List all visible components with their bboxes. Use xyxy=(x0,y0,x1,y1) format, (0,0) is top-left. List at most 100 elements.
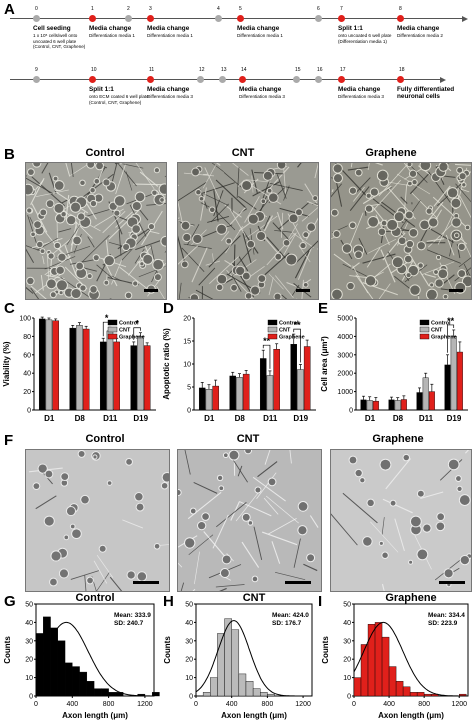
scale-bar xyxy=(439,581,465,584)
timeline-marker xyxy=(239,76,246,83)
neurite xyxy=(342,492,378,524)
neurite xyxy=(219,587,227,591)
timeline-step-detail: Differentiation media 1 xyxy=(89,33,135,38)
cell-body xyxy=(80,180,85,186)
bar xyxy=(297,369,304,411)
neurite xyxy=(58,228,72,233)
cell-body xyxy=(154,274,161,281)
neurite xyxy=(274,230,293,233)
neurite xyxy=(226,269,255,299)
bar xyxy=(113,341,120,411)
cell-body xyxy=(136,503,144,511)
cell-body xyxy=(366,193,371,198)
legend-swatch xyxy=(107,333,118,340)
cell-body xyxy=(459,173,466,180)
neurite xyxy=(111,275,122,282)
cell-body xyxy=(50,578,57,586)
neurite xyxy=(134,248,145,264)
histogram-bin xyxy=(245,681,254,697)
y-axis-label: Viability (%) xyxy=(2,341,11,387)
cell-body xyxy=(80,285,86,291)
neurite xyxy=(178,181,207,202)
cell-body xyxy=(380,459,391,470)
cell-body xyxy=(198,521,206,530)
cell-body xyxy=(407,163,412,167)
timeline-step-title: Split 1:1 xyxy=(338,25,363,32)
sd-label: SD: 176.7 xyxy=(272,620,302,627)
bar xyxy=(82,328,90,411)
cell-body xyxy=(408,181,412,186)
neurite xyxy=(203,531,228,560)
timeline-step-title: Media change xyxy=(89,25,132,32)
cell-body xyxy=(363,537,372,546)
timeline-marker xyxy=(315,15,322,22)
neurite xyxy=(105,239,109,257)
cell-body xyxy=(459,495,470,505)
timeline-day-label: 6 xyxy=(317,6,320,12)
timeline-step-detail: onto uncoated 6 well plate (Differentiat… xyxy=(338,33,392,44)
cell-body xyxy=(403,454,409,461)
cell-body xyxy=(77,213,85,220)
histogram-bin xyxy=(395,681,404,697)
cell-body xyxy=(103,179,110,186)
mean-label: Mean: 334.4 xyxy=(428,612,465,619)
timeline-marker xyxy=(147,76,154,83)
neurite xyxy=(238,256,249,272)
cell-body xyxy=(183,233,191,242)
cell-body xyxy=(45,470,53,478)
neurite xyxy=(370,521,399,553)
cell-body xyxy=(417,549,428,560)
y-tick-label: 10 xyxy=(183,362,191,369)
timeline-step-title: Media change xyxy=(237,25,280,32)
x-tick-label: 400 xyxy=(66,701,78,708)
histogram-bin xyxy=(402,686,411,697)
histogram-bin xyxy=(231,629,240,697)
cell-body xyxy=(154,544,160,549)
cell-body xyxy=(87,577,93,584)
panel-label-c: C xyxy=(4,300,15,317)
micrograph-control-f xyxy=(25,449,170,592)
bar xyxy=(69,327,76,411)
cell-body xyxy=(263,171,272,180)
cell-body xyxy=(268,193,278,202)
cell-body xyxy=(257,231,266,241)
neurite xyxy=(409,172,431,195)
cell-body xyxy=(444,569,453,578)
histogram-bin xyxy=(93,688,102,697)
bar xyxy=(290,344,297,411)
cell-body xyxy=(462,183,466,187)
neurite xyxy=(283,165,287,194)
neurite xyxy=(46,251,50,283)
neurite xyxy=(331,236,336,240)
timeline-marker xyxy=(293,76,300,83)
cell-body xyxy=(178,490,181,496)
cell-body xyxy=(59,291,63,295)
neurite xyxy=(263,497,279,515)
panel-label-e: E xyxy=(318,300,329,317)
neurite xyxy=(274,275,294,299)
timeline-line xyxy=(10,18,462,19)
neurite xyxy=(117,163,137,187)
cell-body xyxy=(40,209,47,216)
y-tick-label: 5000 xyxy=(337,316,353,323)
histogram-bin xyxy=(374,622,383,697)
neurite xyxy=(156,285,165,299)
scale-bar xyxy=(449,289,463,292)
y-tick-label: 5 xyxy=(187,385,191,392)
cell-body xyxy=(27,277,34,285)
timeline-day-label: 0 xyxy=(35,6,38,12)
cell-body xyxy=(435,279,443,287)
neurite xyxy=(301,206,318,222)
cell-body xyxy=(355,469,362,477)
cell-body xyxy=(430,283,434,287)
cell-body xyxy=(295,209,302,216)
panel-label-h: H xyxy=(163,593,174,610)
legend-swatch xyxy=(267,319,278,326)
cell-body xyxy=(275,253,282,260)
neurite xyxy=(210,203,229,223)
neurite xyxy=(286,281,297,287)
micro-title-control-f: Control xyxy=(85,433,125,445)
neurite xyxy=(70,570,100,580)
histogram-title: Control xyxy=(75,592,114,604)
x-tick-label: D11 xyxy=(103,414,118,423)
